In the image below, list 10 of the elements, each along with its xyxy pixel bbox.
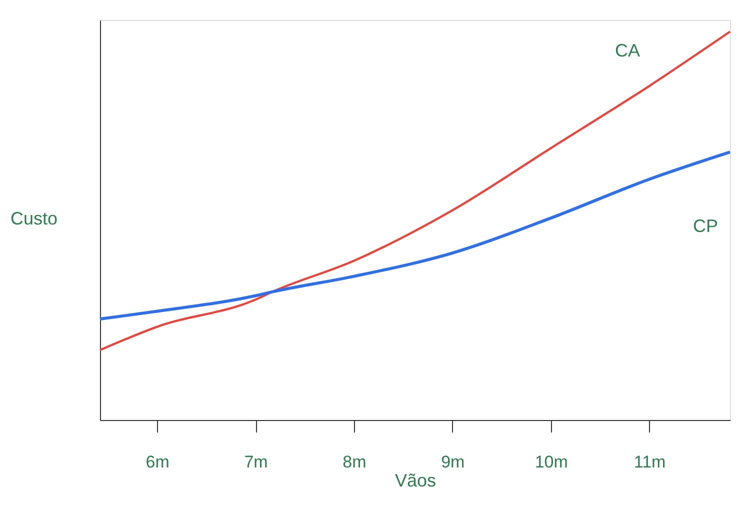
x-tick-label: 10m — [534, 452, 568, 472]
y-axis-title: Custo — [10, 208, 58, 228]
x-tick-label: 8m — [342, 452, 366, 472]
x-tick-label: 9m — [441, 452, 465, 472]
x-tick-label: 11m — [634, 452, 666, 472]
series-label: CA — [614, 40, 640, 61]
x-tick-label: 6m — [146, 452, 170, 472]
x-axis-title: Vãos — [394, 470, 436, 490]
x-tick-label: 7m — [244, 452, 268, 472]
text: CP — [692, 216, 718, 236]
